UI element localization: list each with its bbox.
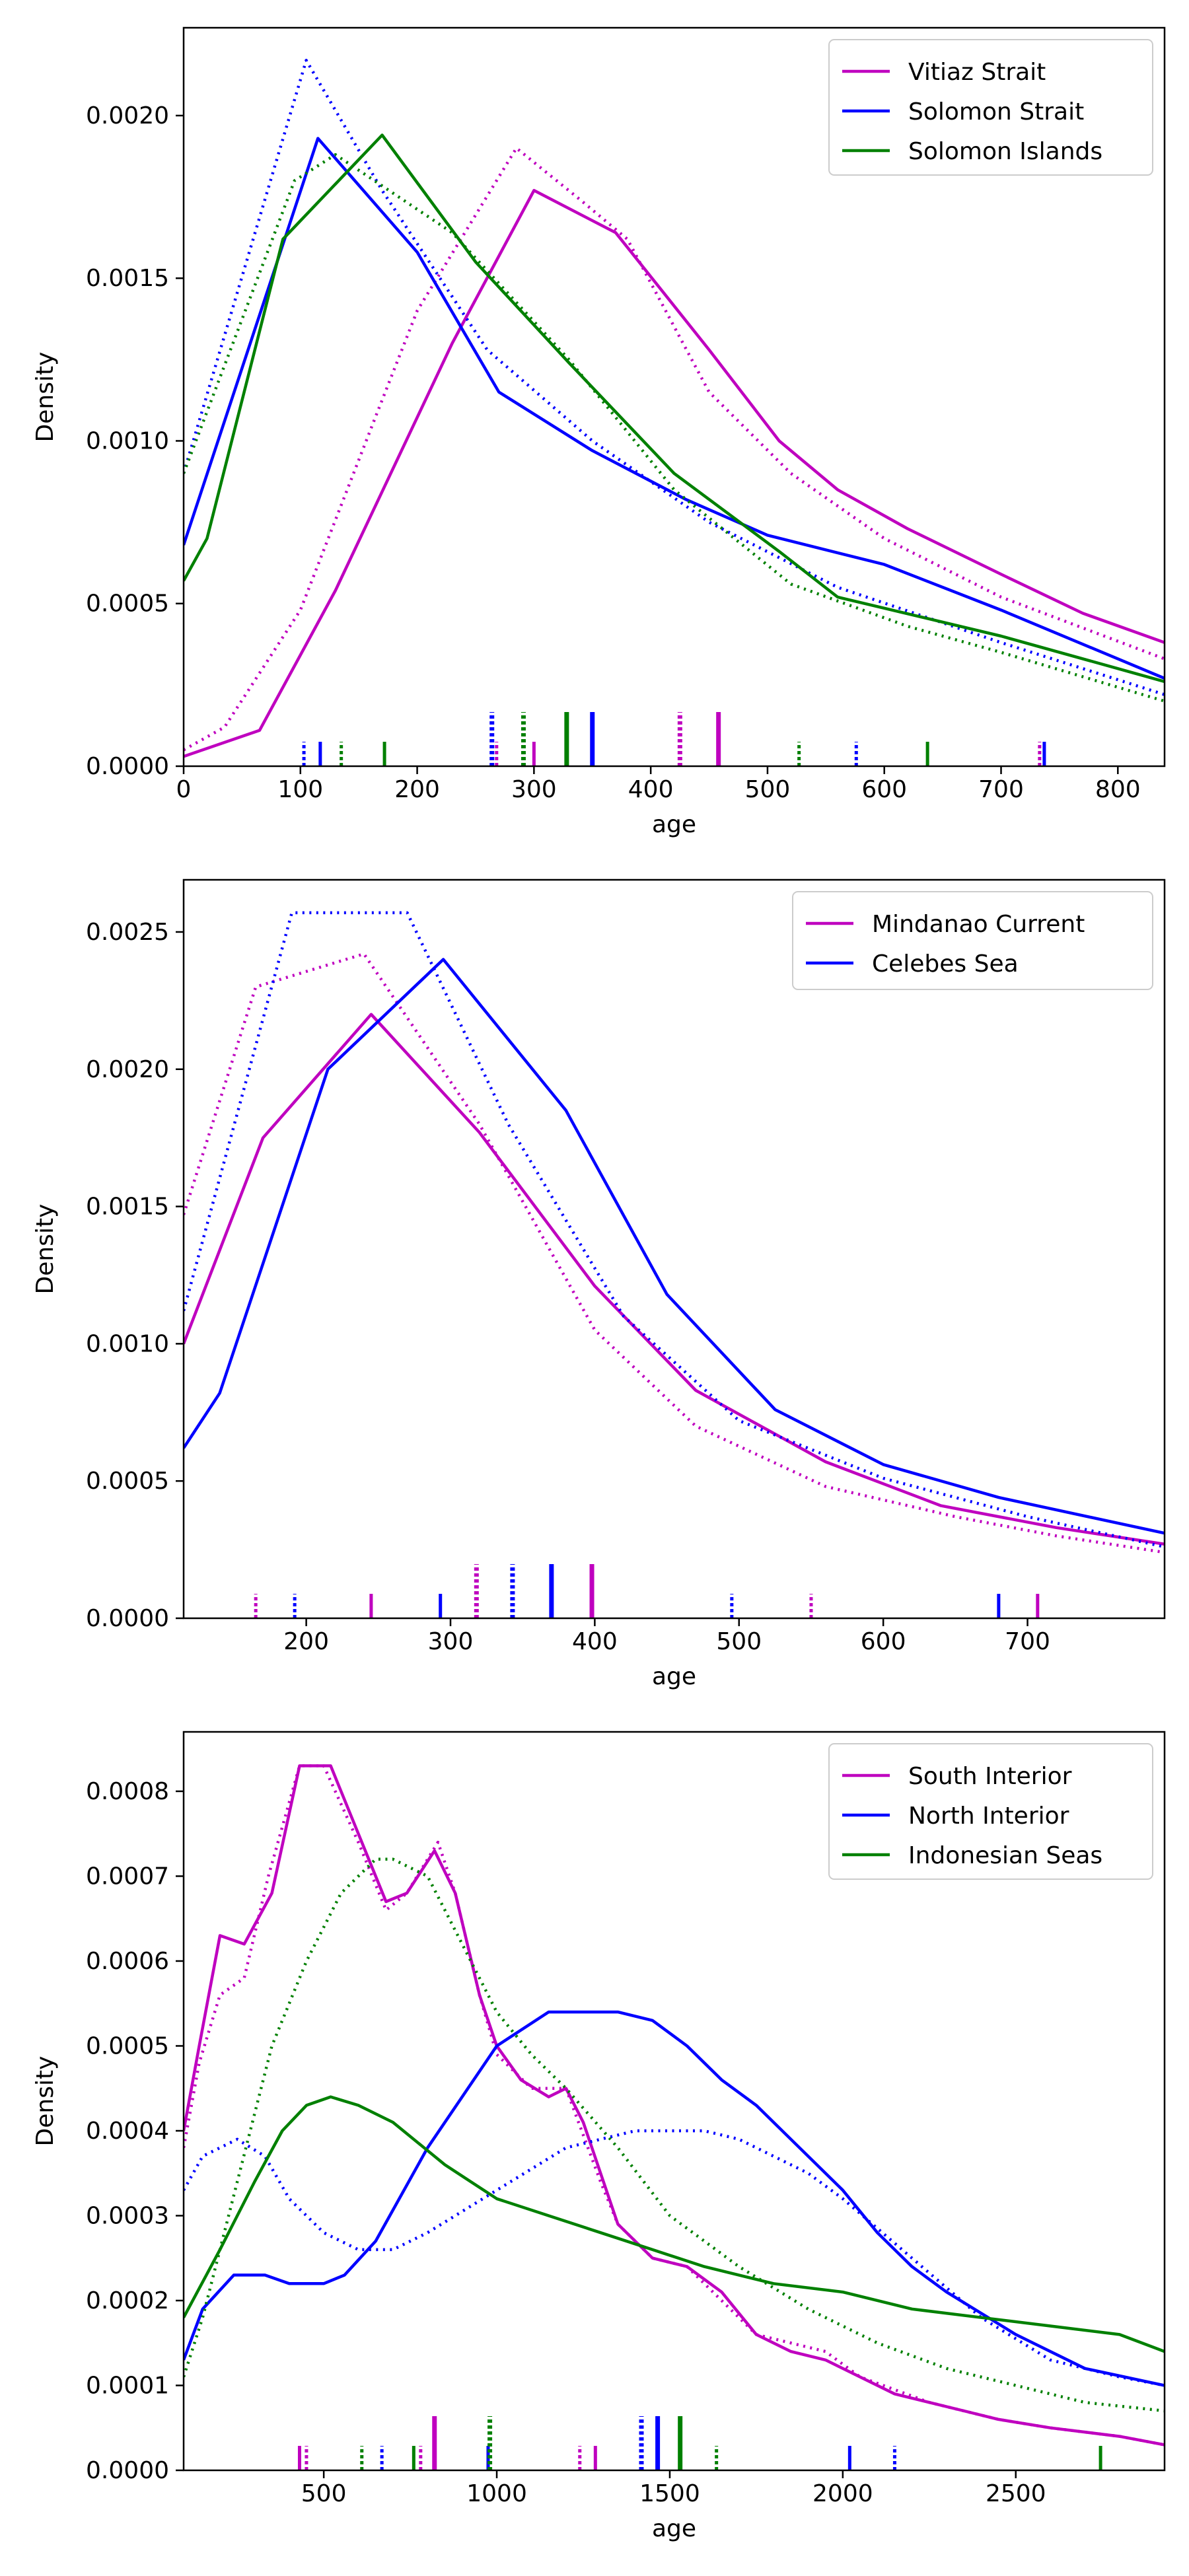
legend-entry: Indonesian Seas xyxy=(908,1842,1102,1869)
series-1-dotted-line xyxy=(184,952,1165,1554)
x-axis-label: age xyxy=(652,2515,696,2542)
y-axis-label: Density xyxy=(32,1204,59,1295)
celebes-sea-solid-line xyxy=(184,958,1165,1535)
y-tick-label: 0.0010 xyxy=(86,1330,169,1357)
legend: South Interior North Interior Indonesian S… xyxy=(828,1743,1153,1880)
y-tick-label: 0.0005 xyxy=(86,590,169,618)
x-tick-label: 2500 xyxy=(986,2480,1046,2507)
y-axis-label: Density xyxy=(32,2056,59,2147)
north-interior-solid-line xyxy=(184,2010,1165,2387)
solomon-islands-solid-line xyxy=(184,133,1165,684)
legend-entry: South Interior xyxy=(908,1763,1072,1790)
curve-layer xyxy=(184,911,1165,1554)
series-3-dotted-line xyxy=(184,911,1165,1549)
curve-layer xyxy=(184,1764,1165,2447)
y-tick-label: 0.0020 xyxy=(86,1056,169,1083)
x-tick-label: 300 xyxy=(428,1628,474,1655)
indonesian-seas-solid-line xyxy=(184,2095,1165,2353)
y-tick-label: 0.0007 xyxy=(86,1863,169,1890)
south-interior-solid-line xyxy=(184,1764,1165,2447)
x-tick-label: 500 xyxy=(716,1628,762,1655)
x-tick-label: 800 xyxy=(1095,776,1141,803)
series-1-dotted-line xyxy=(184,146,1165,752)
legend-entry: Solomon Islands xyxy=(908,138,1102,165)
x-axis-label: age xyxy=(652,1663,696,1690)
legend-entry: Solomon Strait xyxy=(908,98,1084,125)
x-tick-label: 200 xyxy=(394,776,440,803)
axes-frame xyxy=(182,1731,1166,2472)
x-tick-label: 1000 xyxy=(466,2480,527,2507)
x-tick-label: 1500 xyxy=(639,2480,700,2507)
x-tick-label: 2000 xyxy=(812,2480,873,2507)
y-tick-label: 0.0005 xyxy=(86,2032,169,2059)
y-tick-label: 0.0015 xyxy=(86,265,169,292)
x-tick-label: 500 xyxy=(301,2480,347,2507)
y-tick-label: 0.0004 xyxy=(86,2118,169,2145)
vitiaz-strait-solid-line xyxy=(184,189,1165,758)
x-tick-label: 200 xyxy=(283,1628,329,1655)
y-axis-label: Density xyxy=(32,352,59,443)
chart-panel-2: 200 300 400 500 600 700 0.0000 0.0005 0.0010 0.00… xyxy=(32,878,1166,1690)
y-tick-label: 0.0002 xyxy=(86,2287,169,2314)
y-tick-label: 0.0008 xyxy=(86,1778,169,1805)
curve-layer xyxy=(184,59,1165,758)
mindanao-current-solid-line xyxy=(184,1013,1165,1546)
x-tick-label: 0 xyxy=(176,776,192,803)
x-tick-label: 400 xyxy=(628,776,674,803)
series-1-dotted-line xyxy=(184,1764,1165,2447)
series-5-dotted-line xyxy=(184,153,1165,703)
series-5-dotted-line xyxy=(184,1857,1165,2413)
x-axis-label: age xyxy=(652,811,696,838)
x-tick-label: 100 xyxy=(277,776,323,803)
y-tick-label: 0.0001 xyxy=(86,2372,169,2399)
x-tick-label: 600 xyxy=(861,776,907,803)
y-tick-label: 0.0005 xyxy=(86,1468,169,1495)
x-tick-label: 700 xyxy=(978,776,1024,803)
legend: Vitiaz Strait Solomon Strait Solomon Islan… xyxy=(828,39,1153,176)
axes-frame xyxy=(182,26,1166,768)
y-tick-label: 0.0000 xyxy=(86,1605,169,1632)
chart-panel-3: 500 1000 1500 2000 2500 0.0000 0.0001 0.0002 0.0… xyxy=(32,1731,1166,2542)
legend-entry: Celebes Sea xyxy=(872,950,1019,978)
y-tick-label: 0.0003 xyxy=(86,2202,169,2229)
x-tick-label: 700 xyxy=(1005,1628,1050,1655)
legend-entry: North Interior xyxy=(908,1803,1069,1830)
y-tick-label: 0.0000 xyxy=(86,2457,169,2484)
x-tick-label: 400 xyxy=(572,1628,618,1655)
legend-box xyxy=(792,891,1153,990)
y-tick-label: 0.0010 xyxy=(86,427,169,454)
legend-entry: Vitiaz Strait xyxy=(908,59,1046,86)
legend-box xyxy=(828,39,1153,176)
y-tick-label: 0.0000 xyxy=(86,753,169,780)
x-tick-label: 500 xyxy=(745,776,791,803)
axes-frame xyxy=(182,878,1166,1620)
chart-panel-1: 0 100 200 300 400 500 600 700 800 0.0000 0.0005 0.0… xyxy=(32,26,1166,838)
y-tick-label: 0.0015 xyxy=(86,1194,169,1221)
solomon-strait-solid-line xyxy=(184,137,1165,680)
y-tick-label: 0.0006 xyxy=(86,1948,169,1975)
x-tick-label: 300 xyxy=(511,776,557,803)
legend-box xyxy=(828,1743,1153,1880)
y-tick-label: 0.0020 xyxy=(86,102,169,129)
y-tick-label: 0.0025 xyxy=(86,919,169,946)
legend-entry: Mindanao Current xyxy=(872,911,1085,938)
legend: Mindanao Current Celebes Sea xyxy=(792,891,1153,990)
x-tick-label: 600 xyxy=(861,1628,906,1655)
